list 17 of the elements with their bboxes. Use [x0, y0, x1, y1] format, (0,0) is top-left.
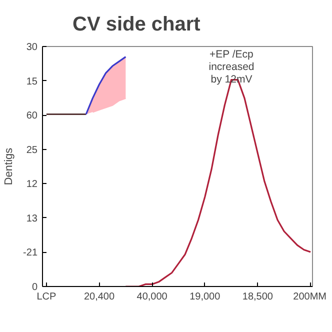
x-tick-label: LCP	[36, 292, 57, 302]
x-tick-label: 20,400	[84, 292, 116, 302]
text: 0	[32, 282, 38, 293]
annotation: +EP /Ecp increased by 12mV	[208, 48, 254, 86]
text: 13	[26, 213, 38, 224]
text: 15	[26, 76, 38, 88]
x-tick-label: 200MM	[293, 292, 327, 302]
y-axis-title: Dentigs	[3, 147, 16, 186]
chart-title: CV side chart	[72, 14, 201, 36]
x-tick-label: 40,000	[136, 292, 168, 302]
x-tick-label: 18,500	[242, 292, 274, 302]
text: 30	[26, 42, 38, 53]
text: 60	[26, 110, 38, 122]
x-tick-label: 19,000	[190, 292, 221, 302]
text: -21	[23, 248, 38, 259]
text: 12	[26, 179, 38, 190]
text: 25	[26, 144, 38, 156]
